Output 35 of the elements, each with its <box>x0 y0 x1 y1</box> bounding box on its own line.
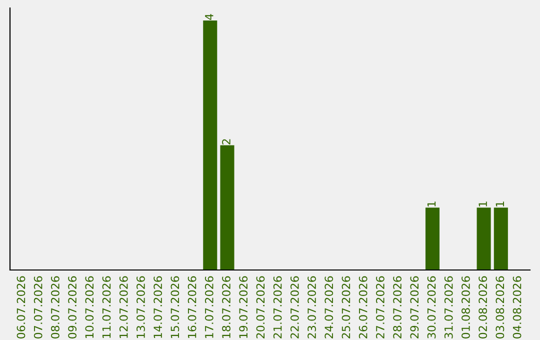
x-tick-label: 29.07.2026 <box>410 276 419 338</box>
x-tick-label: 25.07.2026 <box>342 276 350 338</box>
data-label: 1 <box>496 202 504 206</box>
data-label: 2 <box>222 139 230 144</box>
x-tick-label: 15.07.2026 <box>170 276 180 338</box>
x-tick-label: 22.07.2026 <box>290 276 299 338</box>
data-label: 4 <box>205 14 214 20</box>
data-label: 1 <box>427 202 436 206</box>
x-tick-label: 08.07.2026 <box>51 276 60 338</box>
x-tick-label: 01.08.2026 <box>462 276 470 338</box>
x-tick-label: 19.07.2026 <box>239 276 248 338</box>
x-tick-label: 06.07.2026 <box>16 276 26 338</box>
data-label: 1 <box>478 202 487 206</box>
x-tick-label: 16.07.2026 <box>188 276 196 338</box>
x-tick-label: 23.07.2026 <box>308 276 316 338</box>
x-tick-label: 17.07.2026 <box>204 276 214 338</box>
x-tick-label: 03.08.2026 <box>496 276 504 338</box>
x-tick-label: 21.07.2026 <box>273 276 282 338</box>
x-tick-label: 12.07.2026 <box>119 276 128 338</box>
x-tick-label: 28.07.2026 <box>393 276 402 338</box>
x-tick-label: 30.07.2026 <box>427 276 436 338</box>
x-tick-label: 26.07.2026 <box>358 276 368 338</box>
x-tick-label: 27.07.2026 <box>376 276 384 338</box>
x-tick-label: 13.07.2026 <box>136 276 145 338</box>
x-tick-label: 10.07.2026 <box>85 276 94 338</box>
x-tick-label: 18.07.2026 <box>222 276 230 338</box>
x-tick-label: 24.07.2026 <box>324 276 334 338</box>
x-tick-label: 09.07.2026 <box>68 276 77 338</box>
x-tick-label: 04.08.2026 <box>512 276 522 338</box>
x-tick-label: 02.08.2026 <box>478 276 488 338</box>
x-tick-label: 07.07.2026 <box>34 276 42 338</box>
x-tick-label: 14.07.2026 <box>154 276 162 338</box>
x-tick-label: 11.07.2026 <box>102 276 111 338</box>
x-tick-label: 20.07.2026 <box>256 276 265 338</box>
x-tick-label: 31.07.2026 <box>444 276 453 338</box>
